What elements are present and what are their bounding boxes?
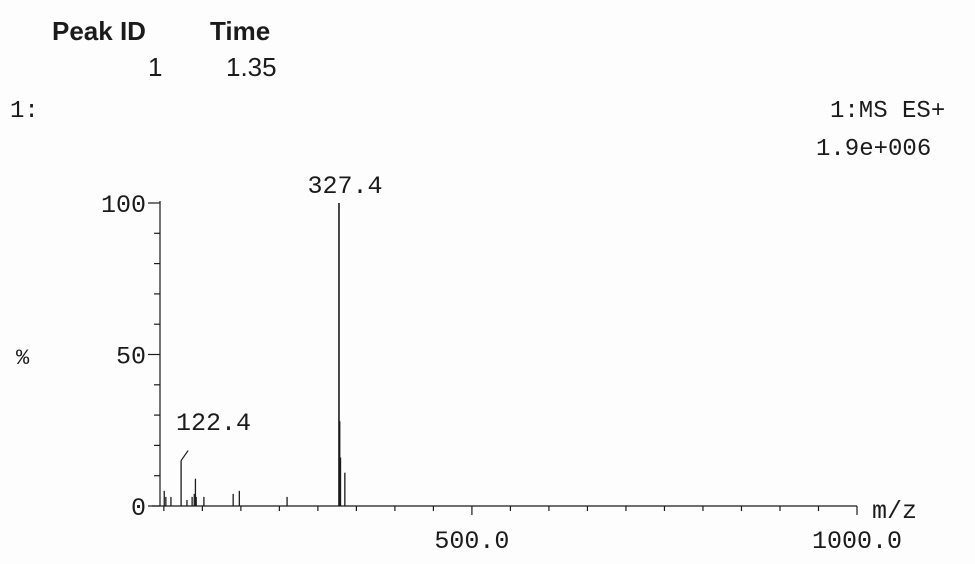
y-tick-label: 0 [131,494,146,523]
y-axis-title: % [16,346,30,371]
peak-bars [163,203,346,506]
peak-id-header: Peak ID [52,16,146,46]
peak-id-value: 1 [148,52,163,82]
y-tick-label: 50 [116,343,146,372]
time-value: 1.35 [226,52,277,82]
x-axis-title: m/z [872,497,917,526]
peak-label-leader [180,450,189,461]
peak-label: 327.4 [307,172,382,201]
scan-function-label: 1:MS ES+ [830,98,946,125]
time-header: Time [210,16,271,46]
chart-labels: 0 50 100 500.0 1000.0m/z% 327.4 122.4 [16,172,917,556]
base-peak-intensity: 1.9e+006 [816,136,932,163]
x-tick-label: 1000.0 [812,527,902,556]
trace-label: 1: [10,98,39,125]
axes [148,201,858,515]
y-tick-label: 100 [101,191,146,220]
peak-label: 122.4 [176,409,251,438]
x-tick-label: 500.0 [434,527,509,556]
